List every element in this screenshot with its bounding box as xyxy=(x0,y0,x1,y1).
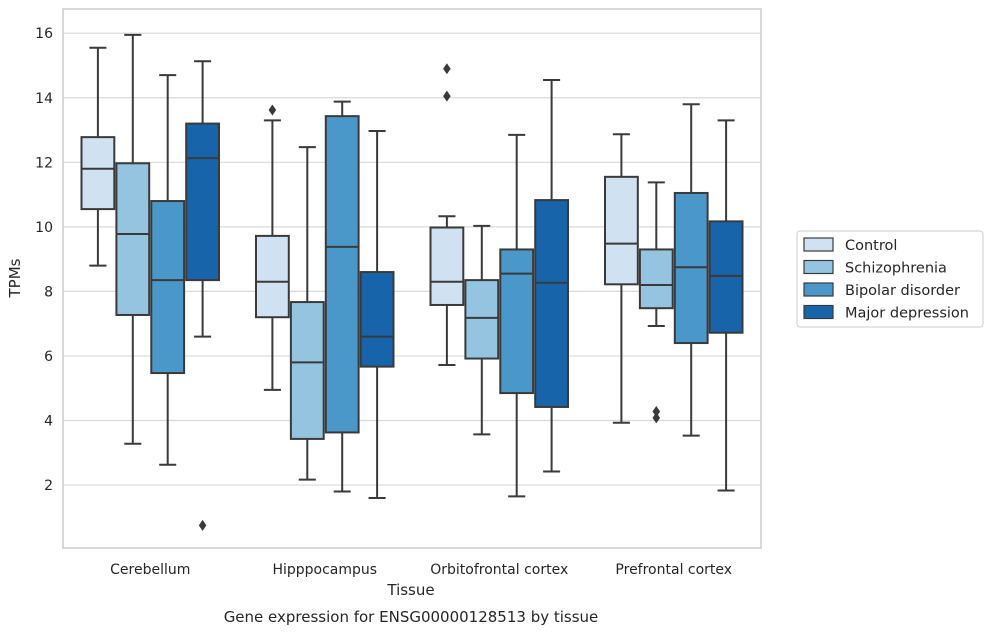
y-axis-label: TPMs xyxy=(6,258,24,298)
box-iqr xyxy=(464,279,500,360)
legend-entry: Schizophrenia xyxy=(845,261,947,277)
legend-entry: Major depression xyxy=(845,306,969,322)
outlier-point xyxy=(443,63,451,75)
legend-entry: Control xyxy=(845,238,897,254)
box-iqr xyxy=(185,122,221,282)
box-schizophrenia xyxy=(115,33,151,445)
y-tick-labels: 2 4 6 8 10 12 14 16 xyxy=(35,26,53,494)
box-series xyxy=(80,33,744,531)
x-tick-label: Prefrontal cortex xyxy=(615,562,732,578)
x-axis-label: Tissue xyxy=(386,581,434,599)
box-iqr xyxy=(638,248,674,310)
box-major-depression xyxy=(708,119,744,492)
outlier-point xyxy=(652,405,661,417)
outlier-point xyxy=(198,519,207,531)
box-major-depression xyxy=(185,60,221,531)
box-schizophrenia xyxy=(464,224,500,436)
box-bipolar-disorder xyxy=(673,103,709,437)
box-iqr xyxy=(534,199,570,408)
box-major-depression xyxy=(359,130,395,499)
legend-swatch xyxy=(803,304,834,320)
box-bipolar-disorder xyxy=(324,100,360,493)
x-tick-label: Hipppocampus xyxy=(272,562,377,578)
box-bipolar-disorder xyxy=(150,74,186,466)
box-control xyxy=(254,104,290,391)
legend-frame xyxy=(796,230,984,328)
outlier-point xyxy=(443,90,451,102)
y-tick-label: 16 xyxy=(35,26,53,42)
box-iqr xyxy=(708,220,744,334)
box-schizophrenia xyxy=(638,181,674,424)
box-iqr xyxy=(324,115,360,434)
box-iqr xyxy=(359,271,395,368)
box-control xyxy=(603,133,639,424)
legend-swatch xyxy=(803,282,834,297)
outlier-point xyxy=(268,104,277,116)
x-tick-label: Orbitofrontal cortex xyxy=(430,562,568,578)
box-bipolar-disorder xyxy=(499,133,535,498)
box-control xyxy=(429,63,465,366)
y-tick-label: 4 xyxy=(44,414,53,430)
box-iqr xyxy=(499,248,535,395)
x-tick-labels: Cerebellum Hipppocampus Orbitofrontal cort… xyxy=(110,562,732,578)
y-tick-label: 10 xyxy=(35,220,53,236)
box-iqr xyxy=(115,162,151,316)
legend: Control Schizophrenia Bipolar disorder Majo… xyxy=(796,230,984,328)
legend-swatch xyxy=(803,259,834,275)
box-schizophrenia xyxy=(289,146,325,481)
box-iqr xyxy=(150,200,186,375)
outlier-point xyxy=(652,412,661,424)
x-tick-label: Cerebellum xyxy=(110,562,190,578)
box-iqr xyxy=(429,226,465,306)
box-major-depression xyxy=(534,79,570,473)
y-tick-label: 14 xyxy=(35,91,53,107)
legend-entry: Bipolar disorder xyxy=(845,283,960,299)
chart-title: Gene expression for ENSG00000128513 by t… xyxy=(224,608,599,626)
box-iqr xyxy=(80,136,116,211)
legend-swatch xyxy=(803,237,834,252)
y-tick-label: 6 xyxy=(44,349,53,365)
box-iqr xyxy=(603,175,639,286)
box-iqr xyxy=(289,301,325,440)
y-tick-label: 2 xyxy=(44,478,53,494)
box-iqr xyxy=(254,234,290,319)
plot-frame xyxy=(62,8,762,549)
box-control xyxy=(80,46,116,267)
y-tick-label: 12 xyxy=(35,155,53,171)
y-tick-label: 8 xyxy=(44,284,53,300)
